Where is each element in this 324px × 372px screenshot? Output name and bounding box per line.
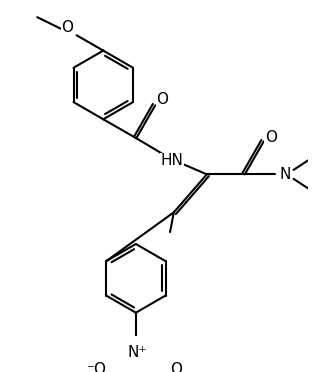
Text: N: N (280, 167, 291, 182)
Text: HN: HN (161, 153, 183, 168)
Text: O: O (156, 92, 168, 107)
Text: ⁻O: ⁻O (87, 362, 108, 372)
Text: O: O (62, 20, 74, 35)
Text: N⁺: N⁺ (128, 345, 147, 360)
Text: O: O (170, 362, 182, 372)
Text: O: O (265, 130, 277, 145)
